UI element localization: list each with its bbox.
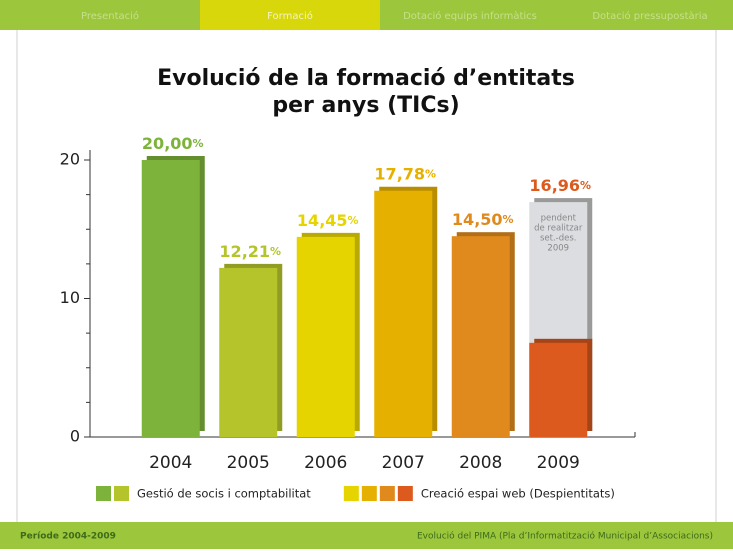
bar <box>374 190 433 437</box>
nav-tab[interactable]: Dotació equips informàtics <box>403 10 537 22</box>
value-label: 14,50% <box>452 210 514 229</box>
y-tick-label: 0 <box>70 427 80 446</box>
chart-title: Evolució de la formació d’entitats <box>157 66 575 91</box>
nav-tab-active <box>200 0 380 30</box>
bar <box>141 160 200 437</box>
y-tick-label: 10 <box>60 288 80 307</box>
legend-swatch <box>343 486 359 501</box>
x-tick-label: 2008 <box>459 453 502 473</box>
bar-realized <box>529 342 588 437</box>
pending-note: set.-des. <box>540 234 577 244</box>
nav-tab[interactable]: Presentació <box>81 10 139 22</box>
bar <box>296 236 355 437</box>
value-label: 17,78% <box>374 164 436 183</box>
x-tick-label: 2004 <box>149 453 192 473</box>
legend-label: Gestió de socis i comptabilitat <box>137 487 311 501</box>
value-label: 14,45% <box>297 210 359 229</box>
legend-swatch <box>397 486 413 501</box>
value-label: 12,21% <box>219 241 281 260</box>
x-tick-label: 2006 <box>304 453 347 473</box>
nav-tab[interactable]: Dotació pressupostària <box>592 10 707 22</box>
x-tick-label: 2007 <box>382 453 425 473</box>
legend-label: Creació espai web (Despientitats) <box>421 487 615 501</box>
legend-swatch <box>379 486 395 501</box>
bar <box>219 267 278 437</box>
y-tick-label: 20 <box>60 150 80 169</box>
value-label: 20,00% <box>142 134 204 153</box>
legend-swatch <box>361 486 377 501</box>
legend-swatch <box>96 486 111 501</box>
pending-note: de realitzar <box>534 224 583 234</box>
nav-tab[interactable]: Formació <box>267 10 313 22</box>
footer-left: Període 2004-2009 <box>20 532 116 542</box>
footer-bar <box>0 522 733 549</box>
footer-right: Evolució del PIMA (Pla d’Informatització… <box>417 531 713 542</box>
chart-title: per anys (TICs) <box>272 93 459 118</box>
x-tick-label: 2005 <box>227 453 270 473</box>
value-label: 16,96% <box>529 176 591 195</box>
bar <box>451 236 510 437</box>
legend-swatch <box>114 486 129 501</box>
pending-note: pendent <box>541 214 577 224</box>
x-tick-label: 2009 <box>537 453 580 473</box>
pending-note: 2009 <box>547 244 569 254</box>
